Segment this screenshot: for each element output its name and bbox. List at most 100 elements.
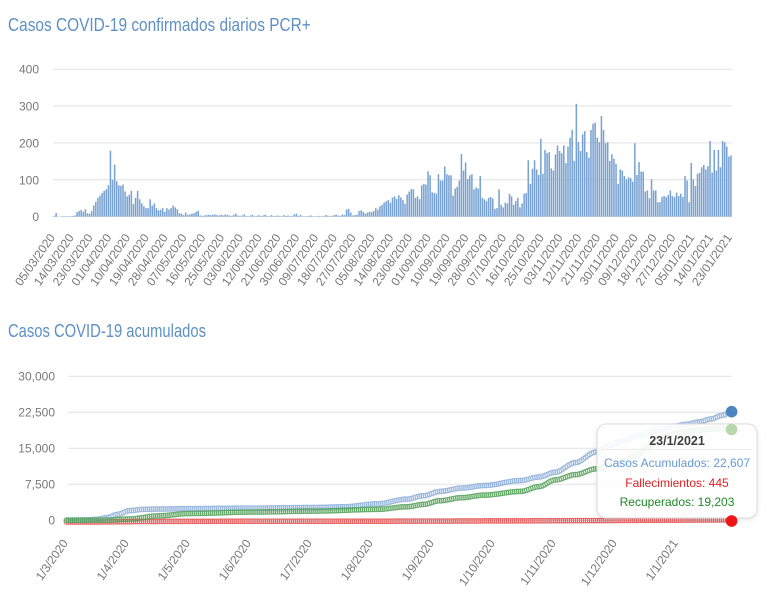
data-point[interactable] bbox=[442, 518, 449, 524]
data-point[interactable] bbox=[345, 507, 352, 513]
data-point[interactable] bbox=[485, 492, 492, 498]
data-point[interactable] bbox=[335, 507, 342, 514]
bar[interactable] bbox=[592, 123, 594, 217]
data-point[interactable] bbox=[258, 518, 265, 525]
data-point[interactable] bbox=[455, 485, 461, 492]
bar[interactable] bbox=[352, 215, 354, 217]
bar[interactable] bbox=[258, 215, 260, 217]
data-point[interactable] bbox=[461, 494, 467, 501]
bar[interactable] bbox=[222, 215, 225, 217]
data-point[interactable] bbox=[150, 513, 157, 519]
bar[interactable] bbox=[715, 170, 718, 217]
bar[interactable] bbox=[103, 190, 105, 217]
data-point[interactable] bbox=[280, 508, 287, 515]
data-point[interactable] bbox=[187, 518, 194, 525]
data-point[interactable] bbox=[440, 497, 447, 504]
data-point[interactable] bbox=[463, 518, 469, 524]
bar[interactable] bbox=[512, 204, 515, 217]
bar[interactable] bbox=[621, 170, 624, 217]
data-point[interactable] bbox=[457, 494, 463, 501]
data-point[interactable] bbox=[150, 506, 157, 512]
data-point[interactable] bbox=[286, 518, 293, 525]
data-point[interactable] bbox=[465, 484, 471, 491]
data-point[interactable] bbox=[517, 488, 524, 495]
data-point[interactable] bbox=[367, 518, 374, 525]
end-dot-casos-acumulados[interactable] bbox=[725, 405, 738, 418]
data-point[interactable] bbox=[485, 482, 492, 489]
bar[interactable] bbox=[278, 215, 281, 217]
end-dot-recuperados[interactable] bbox=[725, 423, 738, 436]
data-point[interactable] bbox=[294, 518, 301, 525]
bar[interactable] bbox=[389, 202, 392, 217]
data-point[interactable] bbox=[351, 518, 358, 525]
data-point[interactable] bbox=[365, 506, 372, 513]
data-point[interactable] bbox=[410, 518, 417, 524]
data-point[interactable] bbox=[420, 501, 427, 508]
data-point[interactable] bbox=[124, 508, 131, 514]
data-point[interactable] bbox=[306, 518, 313, 525]
bar[interactable] bbox=[502, 207, 504, 217]
data-point[interactable] bbox=[359, 518, 366, 525]
bar[interactable] bbox=[379, 206, 381, 217]
bar[interactable] bbox=[719, 167, 722, 217]
bar[interactable] bbox=[395, 198, 398, 217]
data-point[interactable] bbox=[128, 516, 135, 522]
data-point[interactable] bbox=[534, 517, 540, 524]
bar[interactable] bbox=[525, 193, 527, 217]
data-point[interactable] bbox=[428, 518, 435, 524]
bar[interactable] bbox=[230, 215, 233, 217]
bar[interactable] bbox=[514, 201, 517, 217]
data-point[interactable] bbox=[260, 518, 267, 525]
data-point[interactable] bbox=[412, 518, 419, 524]
data-point[interactable] bbox=[394, 518, 400, 525]
data-point[interactable] bbox=[404, 503, 411, 510]
bar[interactable] bbox=[416, 196, 419, 217]
bar[interactable] bbox=[345, 209, 348, 217]
bar[interactable] bbox=[164, 211, 166, 217]
bar[interactable] bbox=[441, 180, 444, 217]
data-point[interactable] bbox=[193, 518, 200, 525]
data-point[interactable] bbox=[203, 518, 210, 525]
bar[interactable] bbox=[161, 208, 164, 217]
data-point[interactable] bbox=[536, 474, 542, 480]
data-point[interactable] bbox=[523, 517, 530, 524]
bar[interactable] bbox=[285, 215, 287, 217]
data-point[interactable] bbox=[221, 518, 228, 525]
data-point[interactable] bbox=[479, 518, 486, 524]
data-point[interactable] bbox=[179, 510, 185, 517]
data-point[interactable] bbox=[594, 517, 601, 524]
data-point[interactable] bbox=[473, 518, 479, 524]
data-point[interactable] bbox=[189, 518, 196, 525]
data-point[interactable] bbox=[400, 518, 406, 525]
bar[interactable] bbox=[251, 214, 254, 217]
bar[interactable] bbox=[644, 191, 647, 217]
bar[interactable] bbox=[347, 208, 350, 217]
data-point[interactable] bbox=[169, 512, 175, 518]
data-point[interactable] bbox=[238, 518, 244, 525]
data-point[interactable] bbox=[448, 518, 455, 524]
bar[interactable] bbox=[688, 202, 690, 217]
data-point[interactable] bbox=[160, 518, 167, 525]
data-point[interactable] bbox=[104, 517, 110, 524]
bar[interactable] bbox=[381, 204, 383, 217]
data-point[interactable] bbox=[185, 518, 192, 525]
data-point[interactable] bbox=[302, 508, 309, 514]
data-point[interactable] bbox=[503, 489, 510, 496]
bar[interactable] bbox=[726, 146, 728, 217]
data-point[interactable] bbox=[436, 518, 443, 524]
bar[interactable] bbox=[130, 190, 133, 217]
data-point[interactable] bbox=[158, 518, 165, 525]
data-point[interactable] bbox=[497, 490, 504, 497]
data-point[interactable] bbox=[313, 508, 319, 514]
data-point[interactable] bbox=[536, 517, 542, 524]
bar[interactable] bbox=[675, 192, 678, 217]
data-point[interactable] bbox=[183, 510, 189, 517]
bar[interactable] bbox=[402, 200, 404, 217]
bar[interactable] bbox=[717, 149, 720, 217]
bar[interactable] bbox=[571, 130, 573, 217]
data-point[interactable] bbox=[213, 518, 220, 525]
data-point[interactable] bbox=[270, 518, 277, 525]
data-point[interactable] bbox=[560, 517, 567, 524]
data-point[interactable] bbox=[187, 510, 194, 517]
data-point[interactable] bbox=[250, 509, 256, 515]
